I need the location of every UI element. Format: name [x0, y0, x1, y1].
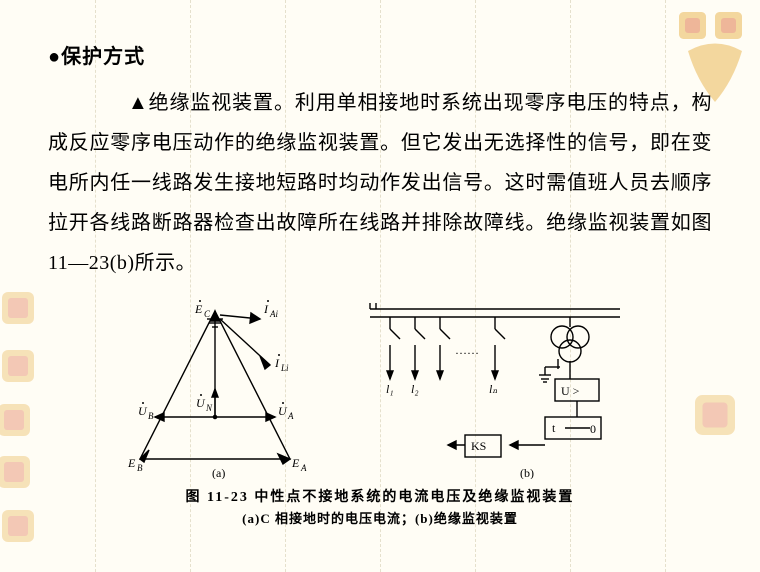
diagram-b: …… l₁ l₂ lₙ: [370, 303, 620, 479]
diagram-a-label: (a): [212, 466, 225, 479]
svg-text:E: E: [291, 456, 300, 470]
svg-text:N: N: [205, 403, 213, 413]
svg-text:U >: U >: [561, 384, 580, 398]
figure-subcaption: (a)C 相接地时的电压电流；(b)绝缘监视装置: [48, 508, 712, 527]
svg-text:I: I: [263, 302, 269, 316]
svg-text:U: U: [196, 396, 206, 410]
diagram-a: EC IAi ILi UA EA EB UB UN (a): [127, 300, 307, 479]
svg-text:l₂: l₂: [411, 382, 419, 396]
svg-text:E: E: [127, 456, 136, 470]
svg-text:A: A: [300, 463, 307, 473]
figure-caption: 图 11-23 中性点不接地系统的电流电压及绝缘监视装置: [48, 486, 712, 506]
section-heading: ●保护方式: [48, 40, 712, 69]
svg-text:0: 0: [590, 422, 596, 436]
svg-text:A: A: [287, 411, 294, 421]
svg-text:lₙ: lₙ: [489, 382, 498, 396]
svg-text:B: B: [148, 411, 154, 421]
svg-text:Ai: Ai: [269, 309, 278, 319]
svg-text:l₁: l₁: [386, 382, 394, 396]
svg-text:Li: Li: [280, 363, 289, 373]
svg-text:I: I: [274, 356, 280, 370]
svg-text:……: ……: [455, 343, 479, 357]
figure-11-23: EC IAi ILi UA EA EB UB UN (a): [48, 289, 712, 484]
svg-text:U: U: [278, 404, 288, 418]
svg-text:C: C: [204, 309, 211, 319]
diagram-b-label: (b): [520, 466, 534, 479]
svg-text:B: B: [137, 463, 143, 473]
body-paragraph: ▲绝缘监视装置。利用单相接地时系统出现零序电压的特点，构成反应零序电压动作的绝缘…: [48, 83, 712, 283]
svg-text:U: U: [138, 404, 148, 418]
svg-text:t: t: [552, 421, 556, 435]
svg-text:E: E: [194, 302, 203, 316]
svg-text:KS: KS: [471, 439, 486, 453]
